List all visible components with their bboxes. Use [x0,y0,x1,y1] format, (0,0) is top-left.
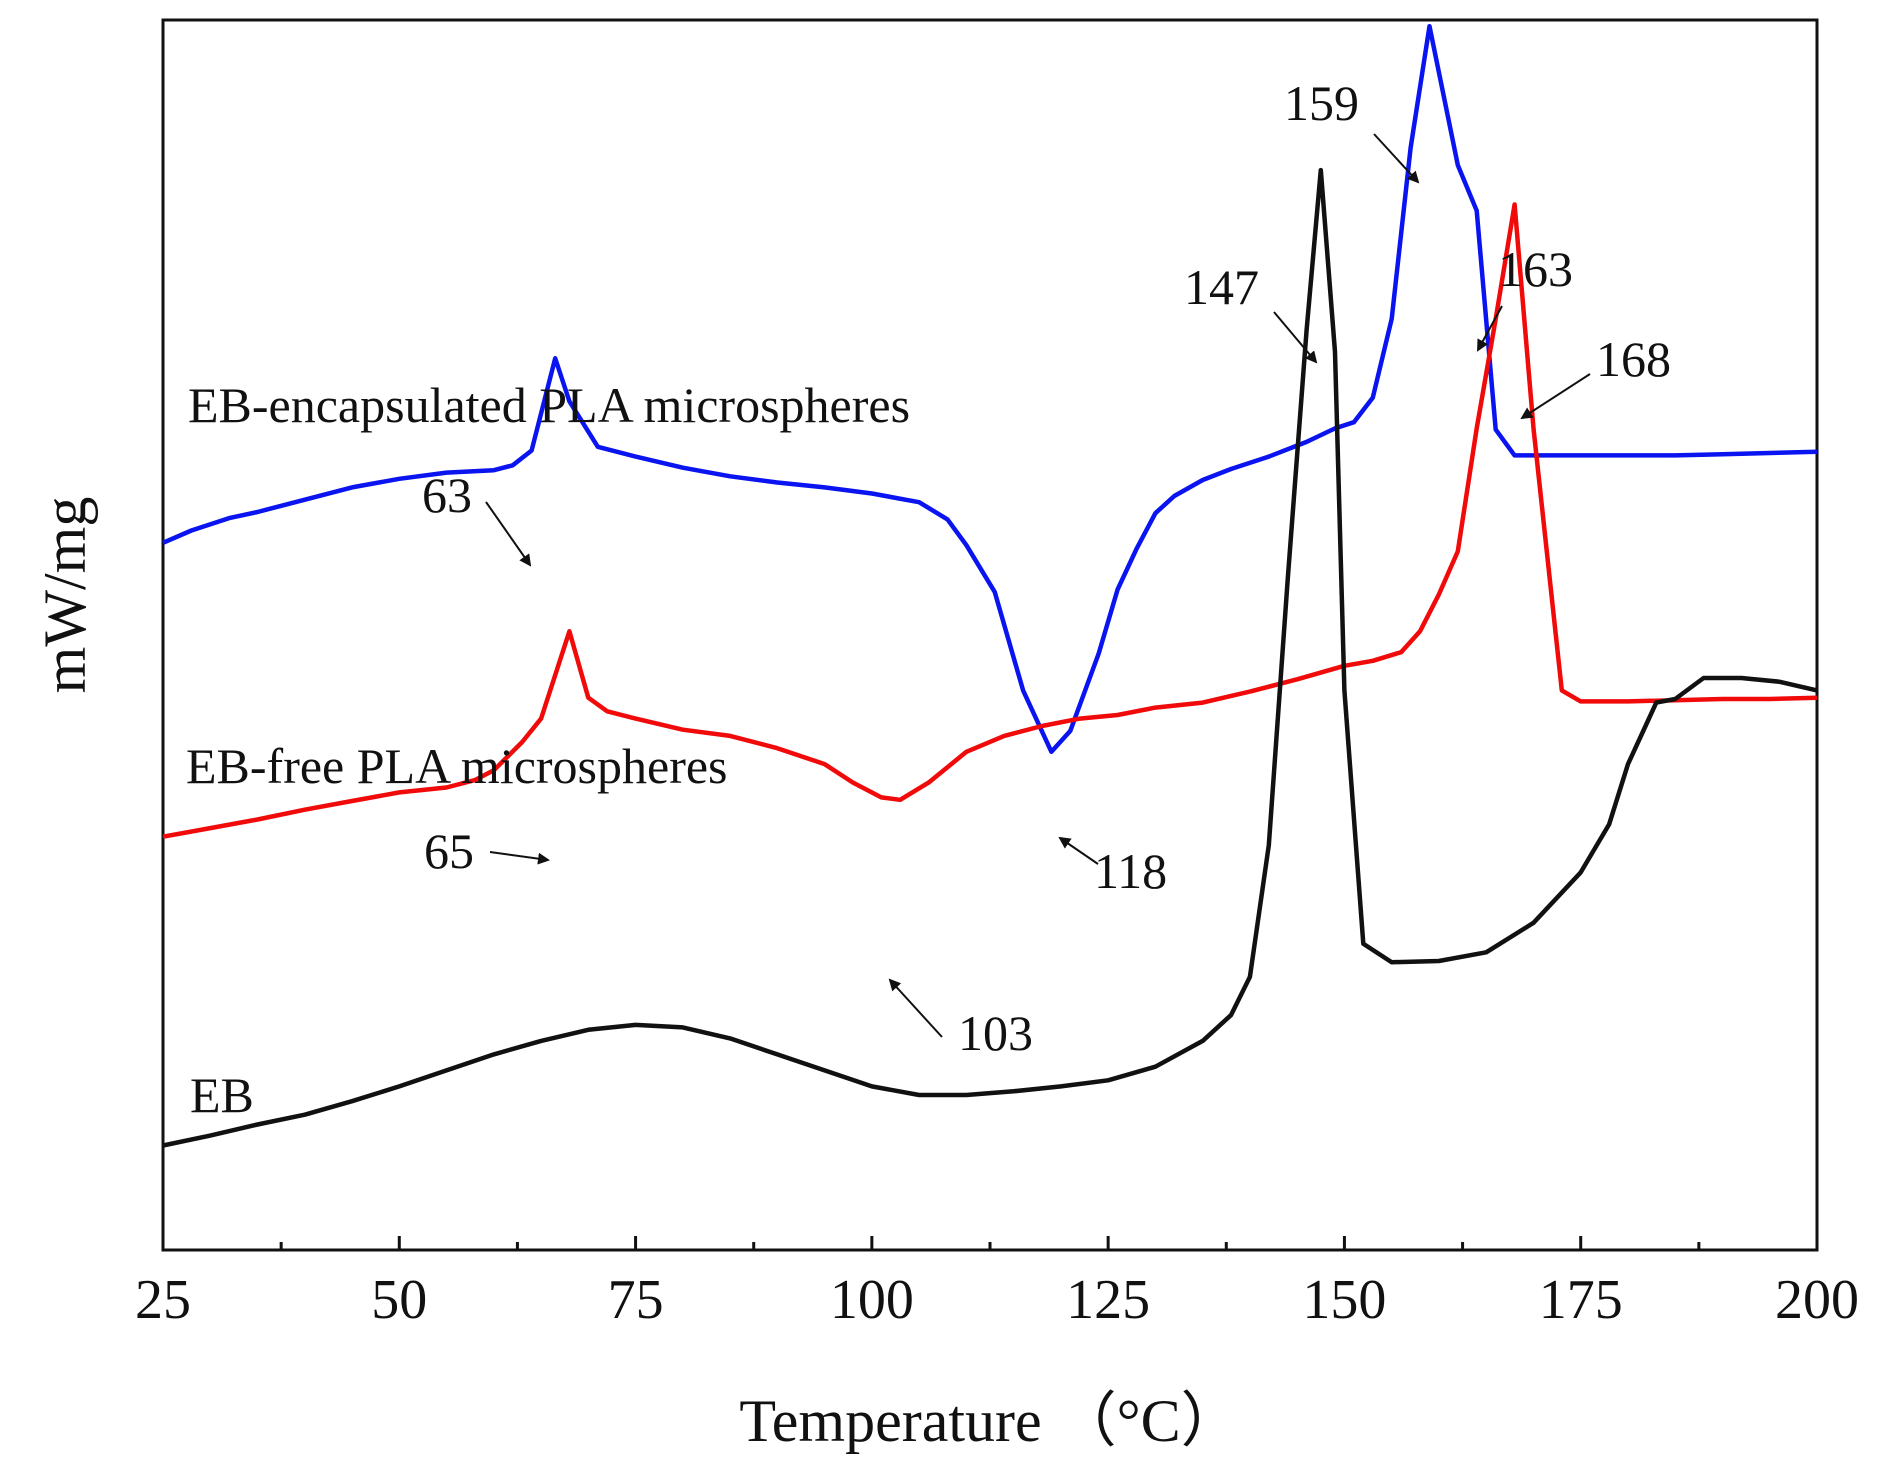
x-tick-label-200: 200 [1775,1269,1859,1331]
x-tick-label-50: 50 [371,1269,427,1331]
annotation-label-168: 168 [1596,331,1671,387]
x-axis-tick-labels: 25 50 75 100 125 150 175 200 [135,1269,1859,1331]
annotation-arrow-147 [1273,311,1318,364]
plot-frame [161,18,1819,1252]
series-label-eb-free: EB-free PLA microspheres [186,738,728,794]
y-axis-title: mW/mg [32,497,98,694]
annotation-arrow-159 [1373,133,1420,184]
series-label-eb-encapsulated: EB-encapsulated PLA microspheres [188,377,910,433]
series-line-eb [162,167,1818,1148]
annotation-65: 65 [424,823,550,879]
annotation-label-118: 118 [1094,843,1167,899]
series-lines [162,23,1818,1148]
annotation-arrow-168 [1520,373,1591,420]
x-tick-label-25: 25 [135,1269,191,1331]
annotation-159: 159 [1284,75,1420,184]
annotation-label-63: 63 [422,467,472,523]
annotation-arrow-103 [888,978,943,1038]
annotation-103: 103 [888,978,1033,1061]
x-tick-label-100: 100 [830,1269,914,1331]
annotation-label-147: 147 [1184,259,1259,315]
series-line-eb-encapsulated-pla-microspheres [162,23,1818,755]
series-line-eb-free-pla-microspheres [162,202,1818,839]
annotation-147: 147 [1184,259,1318,364]
x-tick-label-125: 125 [1066,1269,1150,1331]
annotation-163: 163 [1477,241,1573,352]
x-axis-ticks [161,1236,1819,1250]
annotation-118: 118 [1058,836,1167,899]
annotation-arrow-163 [1477,305,1503,352]
x-tick-label-75: 75 [608,1269,664,1331]
x-axis-title: Temperature （°C） [739,1388,1240,1454]
x-tick-label-150: 150 [1302,1269,1386,1331]
annotation-arrow-118 [1058,836,1099,865]
annotation-arrow-65 [489,851,550,865]
annotation-arrow-63 [485,501,532,567]
annotation-label-163: 163 [1498,241,1573,297]
annotation-label-65: 65 [424,823,474,879]
x-tick-label-175: 175 [1539,1269,1623,1331]
annotation-63: 63 [422,467,532,567]
annotation-label-103: 103 [958,1005,1033,1061]
annotation-168: 168 [1520,331,1671,420]
series-label-eb: EB [190,1067,254,1123]
annotation-label-159: 159 [1284,75,1359,131]
